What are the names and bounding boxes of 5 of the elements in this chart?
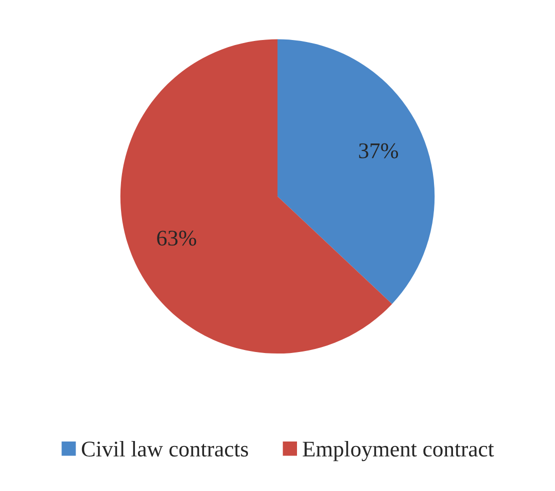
data-label: 63% — [157, 230, 196, 246]
legend-label: Employment contract — [302, 440, 494, 462]
legend-label: Civil law contracts — [82, 440, 248, 457]
data-label: 37% — [359, 143, 398, 158]
pie-slice — [278, 39, 435, 304]
